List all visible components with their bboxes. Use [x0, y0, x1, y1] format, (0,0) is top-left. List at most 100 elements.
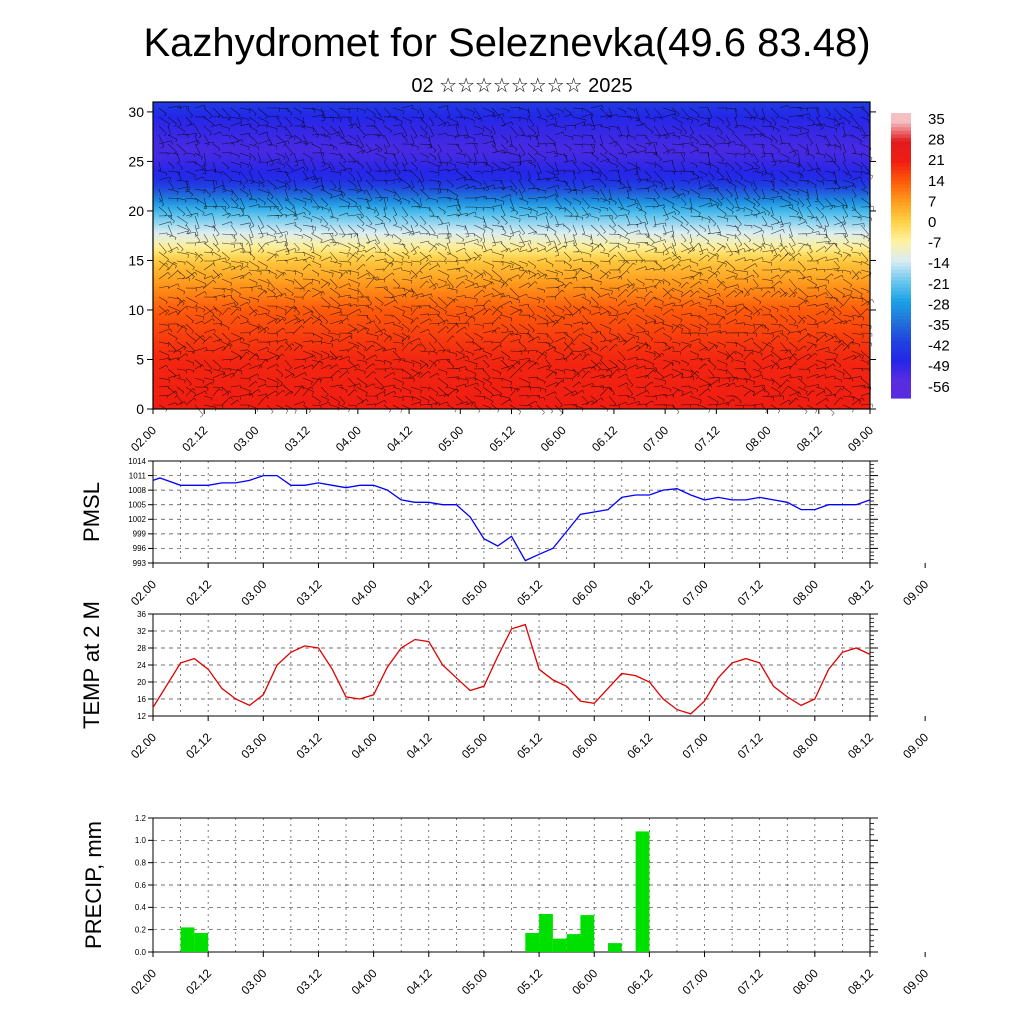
colorbar-swatch [891, 227, 911, 232]
precip-xtick-label: 09.00 [900, 966, 931, 997]
precip-bar [539, 914, 553, 952]
pmsl-xtick-label: 02.00 [128, 577, 159, 608]
colorbar-swatch [891, 259, 911, 264]
colorbar-swatch [891, 369, 911, 374]
colorbar-swatch [891, 284, 911, 289]
colorbar-swatch [891, 166, 911, 171]
colorbar-swatch [891, 234, 911, 239]
colorbar-swatch [891, 120, 911, 125]
precip-xtick-label: 08.00 [790, 966, 821, 997]
colorbar-swatch [891, 291, 911, 296]
colorbar-swatch [891, 380, 911, 385]
colorbar-swatch [891, 341, 911, 346]
colorbar-swatch [891, 394, 911, 399]
heat-xtick-label: 04.00 [333, 423, 364, 454]
temp-xtick-label: 03.00 [238, 730, 269, 761]
pmsl-xtick-label: 07.12 [735, 577, 766, 608]
colorbar-swatch [891, 358, 911, 363]
colorbar-label: -14 [928, 255, 950, 272]
pmsl-panel: 993 996 999 1002 1005 1008 1011 1014 02.00 02.12 0… [79, 457, 932, 609]
heat-xtick-label: 08.00 [743, 423, 774, 454]
colorbar-swatch [891, 351, 911, 356]
colorbar-swatch [891, 269, 911, 274]
heat-xtick-label: 07.12 [691, 423, 722, 454]
colorbar-swatch [891, 187, 911, 192]
colorbar-label: 21 [928, 152, 945, 169]
colorbar-label: -35 [928, 317, 950, 334]
precip-xtick-label: 04.00 [349, 966, 380, 997]
colorbar-swatch [891, 173, 911, 178]
colorbar-swatch [891, 155, 911, 160]
colorbar-swatch [891, 305, 911, 310]
colorbar-swatch [891, 323, 911, 328]
colorbar-swatch [891, 194, 911, 200]
colorbar-swatch [891, 159, 911, 164]
colorbar-swatch [891, 355, 911, 360]
colorbar-swatch [891, 376, 911, 381]
heat-xtick-label: 06.12 [589, 423, 620, 454]
heat-xtick-label: 09.00 [845, 423, 876, 454]
colorbar-swatch [891, 276, 911, 282]
heat-xtick-label: 05.00 [435, 423, 466, 454]
colorbar-swatch [891, 298, 911, 303]
temp-xtick-label: 08.12 [845, 730, 876, 761]
precip-xtick-label: 02.00 [128, 966, 159, 997]
colorbar-swatch [891, 113, 911, 118]
colorbar-swatch [891, 205, 911, 210]
colorbar-label: 7 [928, 193, 936, 210]
heat-ytick-label: 0 [136, 401, 144, 417]
precip-xtick-label: 07.00 [680, 966, 711, 997]
heat-ytick-label: 25 [128, 153, 144, 169]
pmsl-series-line [152, 474, 871, 562]
colorbar-swatch [891, 170, 911, 175]
heat-xtick-label: 03.12 [282, 423, 313, 454]
temp-xtick-label: 06.00 [569, 730, 600, 761]
heat-xtick-label: 08.12 [794, 423, 825, 454]
colorbar-swatch [891, 333, 911, 339]
precip-ylabel: PRECIP, mm [81, 821, 106, 949]
precip-xtick-label: 05.12 [514, 966, 545, 997]
colorbar-swatch [891, 162, 911, 168]
colorbar-swatch [891, 319, 911, 324]
colorbar-swatch [891, 177, 911, 182]
precip-ytick-label: 0.2 [135, 925, 147, 934]
precip-bar [580, 915, 595, 952]
colorbar-swatch [891, 141, 911, 146]
heat-xtick-label: 03.00 [230, 423, 261, 454]
pmsl-xtick-label: 03.00 [238, 577, 269, 608]
heat-xtick-label: 07.00 [640, 423, 671, 454]
heat-ytick-label: 15 [128, 252, 144, 268]
colorbar-swatch [891, 180, 911, 185]
colorbar-swatch [891, 373, 911, 378]
pmsl-xtick-label: 05.12 [514, 577, 545, 608]
temp-xtick-label: 02.00 [128, 730, 159, 761]
pmsl-xtick-label: 02.12 [183, 577, 214, 608]
colorbar-swatch [891, 308, 911, 314]
colorbar-swatch [891, 209, 911, 214]
colorbar-swatch [891, 152, 911, 157]
colorbar-swatch [891, 280, 911, 285]
colorbar-swatch [891, 223, 911, 228]
precip-xtick-label: 08.12 [845, 966, 876, 997]
temp-xtick-label: 09.00 [900, 730, 931, 761]
heat-ytick-label: 20 [128, 203, 144, 219]
colorbar-swatch [891, 244, 911, 249]
colorbar-swatch [891, 362, 911, 367]
precip-bar [180, 927, 195, 952]
precip-xtick-label: 02.12 [183, 966, 214, 997]
precip-ytick-label: 0.0 [135, 948, 147, 957]
colorbar-swatch [891, 337, 911, 342]
precip-ytick-label: 0.8 [135, 858, 147, 867]
precip-panel: 0.0 0.2 0.4 0.6 0.8 1.0 1.2 02.00 02.12 03.00 03.1… [81, 814, 932, 998]
precip-bar [525, 933, 540, 952]
temp-ytick-label: 32 [137, 627, 146, 636]
precip-bar [566, 934, 581, 952]
figure-subtitle: 02 ☆☆☆☆☆☆☆☆ 2025 [411, 75, 632, 97]
pmsl-ytick-label: 1008 [128, 486, 146, 495]
pmsl-xtick-label: 05.00 [459, 577, 490, 608]
pmsl-xtick-label: 03.12 [293, 577, 324, 608]
pmsl-xtick-label: 08.00 [790, 577, 821, 608]
colorbar-swatch [891, 248, 911, 253]
colorbar-swatch [891, 266, 911, 271]
